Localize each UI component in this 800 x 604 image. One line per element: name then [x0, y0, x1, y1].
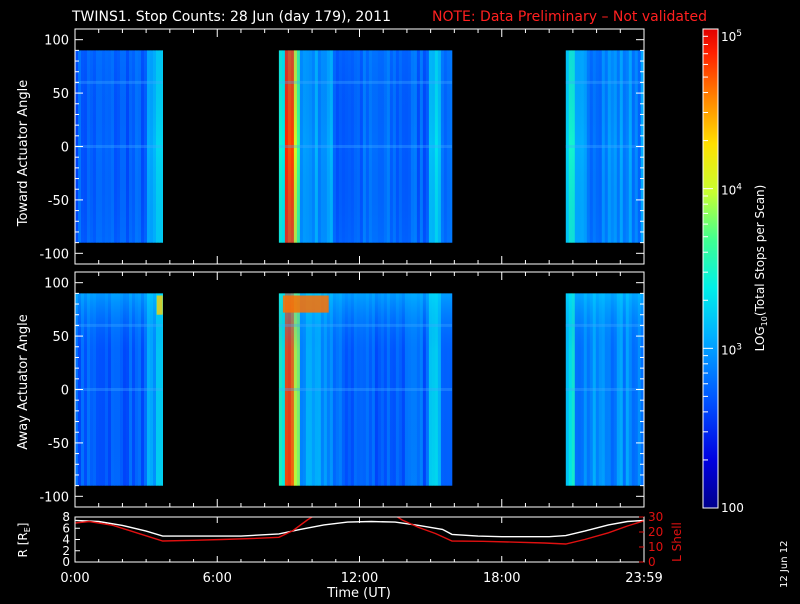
left-y-tick-label: 8: [62, 510, 70, 524]
left-y-tick-label: 0: [62, 555, 70, 569]
heatmap-band: [278, 145, 452, 148]
y-tick-label: -100: [39, 490, 69, 505]
x-tick-label: 0:00: [60, 571, 89, 586]
y-tick-label: 100: [44, 34, 69, 49]
heatmap-tint: [75, 50, 163, 243]
orbit-left-ylabel-pre: R [R: [16, 532, 30, 557]
colorbar-tick-label: 103: [721, 342, 742, 357]
heatmap-tint: [75, 293, 163, 486]
right-y-tick-label: 30: [648, 510, 663, 524]
heatmap-tint: [565, 50, 644, 243]
y-tick-label: 0: [61, 384, 69, 399]
heatmap-hot-strip: [156, 295, 163, 315]
left-y-tick-label: 6: [62, 521, 70, 535]
x-tick-label: 12:00: [341, 571, 378, 586]
orbit-right-ylabel: L Shell: [670, 522, 684, 562]
heatmap-band: [565, 388, 644, 391]
r-distance-line: [75, 519, 644, 538]
colorbar-label: LOG10(Total Stops per Scan): [753, 185, 769, 352]
heatmap-band: [75, 80, 163, 84]
left-y-tick-label: 4: [62, 533, 70, 547]
heatmap-band: [565, 80, 644, 84]
orbit-left-ylabel-sub: E: [23, 527, 32, 532]
orbit-frame: [74, 516, 645, 563]
x-tick-label: 23:59: [625, 571, 662, 586]
heatmap-band: [278, 80, 452, 84]
orbit-left-ylabel: R [RE]: [16, 523, 32, 558]
heatmap-band: [75, 323, 163, 327]
heatmap-band: [75, 388, 163, 391]
right-y-tick-label: 20: [648, 525, 663, 539]
date-stamp: 12 Jun 12: [779, 541, 790, 588]
heatmap-tint: [565, 293, 644, 486]
y-tick-label: -100: [39, 247, 69, 262]
right-y-tick-label: 10: [648, 540, 663, 554]
left-y-tick-label: 2: [62, 544, 70, 558]
colorbar-label-sub: 10: [760, 316, 769, 326]
colorbar-gradient: [702, 28, 719, 509]
toward-ylabel: Toward Actuator Angle: [16, 80, 31, 227]
heatmap-band: [75, 145, 163, 148]
y-tick-label: 50: [52, 87, 69, 102]
away-heatmap-panel: -100 -50 0 50 100: [39, 271, 645, 508]
y-tick-label: 50: [52, 330, 69, 345]
toward-heatmap-panel: -100 -50 0 50 100: [39, 28, 645, 265]
orbit-left-ylabel-post: ]: [16, 523, 30, 528]
colorbar-tick-label: 100: [721, 501, 744, 515]
y-tick-label: 100: [44, 277, 69, 292]
colorbar-label-post: (Total Stops per Scan): [753, 185, 767, 316]
x-axis-label: Time (UT): [326, 586, 391, 600]
heatmap-hot-strip: [282, 295, 329, 313]
chart-title: TWINS1. Stop Counts: 28 Jun (day 179), 2…: [71, 9, 391, 25]
y-tick-label: 0: [61, 141, 69, 156]
y-tick-label: -50: [48, 194, 69, 209]
heatmap-band: [565, 145, 644, 148]
heatmap-band: [278, 388, 452, 391]
colorbar-tick-label: 105: [721, 29, 742, 44]
right-y-tick-label: 0: [648, 555, 656, 569]
preliminary-note: NOTE: Data Preliminary – Not validated: [432, 9, 707, 25]
x-tick-label: 6:00: [203, 571, 232, 586]
heatmap-tint: [278, 293, 452, 486]
l-shell-line: [75, 517, 644, 545]
heatmap-band: [278, 323, 452, 327]
away-ylabel: Away Actuator Angle: [16, 314, 31, 449]
colorbar-label-pre: LOG: [753, 326, 767, 351]
colorbar-tick-label: 104: [721, 183, 742, 198]
y-tick-label: -50: [48, 437, 69, 452]
colorbar: 105 104 103 100: [702, 28, 744, 515]
heatmap-tint: [278, 50, 452, 243]
x-tick-label: 18:00: [483, 571, 520, 586]
heatmap-band: [565, 323, 644, 327]
